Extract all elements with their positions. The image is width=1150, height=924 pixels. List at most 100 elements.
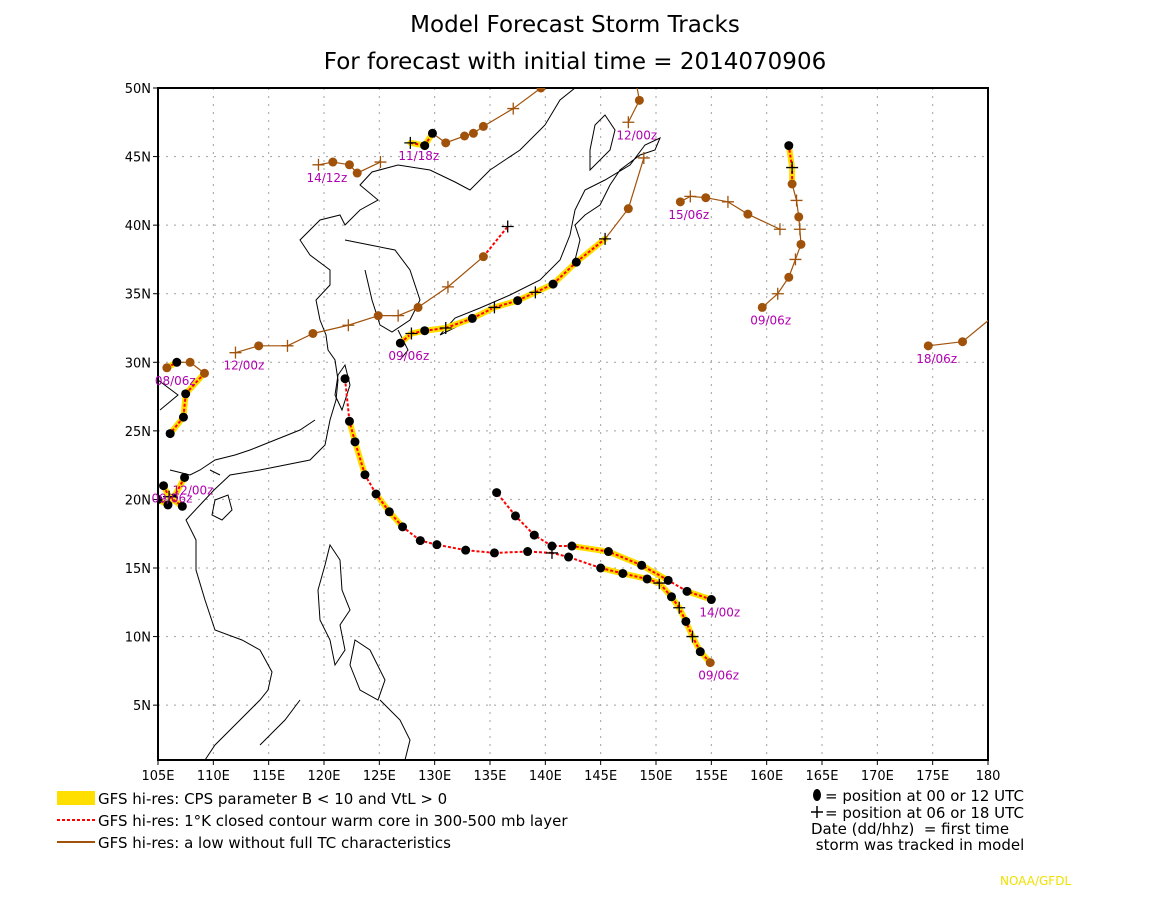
tick-label-lon: 120E bbox=[307, 769, 340, 784]
track-start-label: 08/06z bbox=[155, 374, 196, 388]
track-segment-warm bbox=[667, 579, 688, 593]
track-point-dot bbox=[398, 522, 408, 532]
track-point-dot bbox=[415, 536, 425, 546]
credit-text: NOAA/GFDL bbox=[1000, 874, 1071, 888]
storm-track bbox=[757, 141, 806, 312]
tick-label-lat: 5N bbox=[133, 699, 151, 714]
track-point-plus bbox=[405, 327, 418, 340]
track-segment-warm bbox=[354, 441, 366, 476]
tick-label-lon: 105E bbox=[141, 769, 174, 784]
track-segment-warm bbox=[658, 582, 673, 598]
plus-marker-icon bbox=[811, 806, 823, 818]
track-start-label: 09/06z bbox=[750, 313, 791, 327]
track-point-dot bbox=[666, 592, 676, 602]
track-point-dot bbox=[743, 209, 753, 219]
track-point-plus bbox=[637, 151, 650, 164]
track-point-dot bbox=[510, 511, 520, 521]
track-point-dot bbox=[328, 157, 338, 167]
track-point-plus bbox=[721, 195, 734, 208]
track-point-plus bbox=[790, 194, 803, 207]
track-point-dot bbox=[199, 368, 209, 378]
track-point-dot bbox=[567, 541, 577, 551]
track-segment-low bbox=[512, 88, 542, 110]
track-segment-warm bbox=[552, 261, 578, 285]
tick-label-lat: 10N bbox=[125, 631, 151, 646]
track-point-dot bbox=[489, 548, 499, 558]
tick-label-lat: 40N bbox=[125, 219, 151, 234]
track-point-dot bbox=[523, 547, 533, 557]
title-line-2: For forecast with initial time = 2014070… bbox=[324, 49, 826, 75]
track-point-dot bbox=[468, 128, 478, 138]
track-point-dot bbox=[340, 374, 350, 384]
track-point-plus bbox=[374, 156, 387, 169]
track-point-plus bbox=[342, 319, 355, 332]
track-point-plus bbox=[789, 253, 802, 266]
track-segment-warm bbox=[684, 621, 694, 637]
tick-label-lon: 110E bbox=[197, 769, 230, 784]
storm-track bbox=[404, 88, 546, 151]
track-point-dot bbox=[623, 204, 633, 214]
track-segment-low bbox=[417, 286, 449, 308]
track-point-plus bbox=[281, 339, 294, 352]
track-segment-warm bbox=[471, 306, 495, 320]
track-point-plus bbox=[622, 116, 635, 129]
track-point-dot bbox=[420, 326, 430, 336]
track-point-plus bbox=[488, 301, 501, 314]
track-point-dot bbox=[794, 212, 804, 222]
track-segment-warm bbox=[375, 493, 391, 513]
track-segment-warm bbox=[600, 567, 624, 575]
track-point-dot bbox=[460, 131, 470, 141]
track-segment-warm bbox=[571, 545, 609, 553]
track-point-dot bbox=[998, 304, 1007, 313]
track-point-dot bbox=[178, 412, 188, 422]
track-segment-low bbox=[747, 213, 781, 230]
track-point-dot bbox=[682, 586, 692, 596]
track-start-labels: 09/06z14/00z09/06z12/00z12/00z11/18z14/1… bbox=[152, 128, 958, 682]
track-point-dot bbox=[958, 337, 968, 347]
track-point-plus bbox=[793, 223, 806, 236]
dot-marker-icon bbox=[813, 789, 821, 801]
track-start-label: 12/00z bbox=[223, 359, 264, 373]
tick-label-lat: 45N bbox=[125, 151, 151, 166]
track-point-dot bbox=[757, 302, 767, 312]
marker-key: = position at 00 or 12 UTC = position at… bbox=[811, 787, 1024, 854]
storm-track bbox=[229, 220, 514, 359]
track-segment-warm bbox=[172, 477, 186, 499]
tick-label-lat: 30N bbox=[125, 356, 151, 371]
track-start-label: 11/18z bbox=[398, 149, 439, 163]
track-point-dot bbox=[642, 574, 652, 584]
track-point-dot bbox=[547, 541, 557, 551]
track-segment-warm bbox=[575, 238, 606, 263]
track-segment-low bbox=[962, 319, 988, 343]
track-segment-low bbox=[447, 256, 484, 288]
track-point-dot bbox=[701, 193, 711, 203]
track-point-dot bbox=[177, 501, 187, 511]
track-point-dot bbox=[427, 128, 437, 138]
track-point-dot bbox=[695, 647, 705, 657]
key-date-text: Date (dd/hhz) = first time bbox=[811, 820, 1009, 838]
legend-item-low: GFS hi-res: a low without full TC charac… bbox=[57, 834, 451, 852]
track-point-dot bbox=[159, 481, 169, 491]
track-segment-warm bbox=[168, 495, 183, 508]
key-date-text-2: storm was tracked in model bbox=[811, 836, 1024, 854]
track-point-plus bbox=[441, 280, 454, 293]
track-point-dot bbox=[536, 88, 546, 93]
track-start-label: 18/06z bbox=[916, 352, 957, 366]
track-point-dot bbox=[571, 257, 581, 267]
axis-ticks: 105E 110E 115E 120E 125E 130E 135E 140E 145E 150E… bbox=[125, 82, 1001, 784]
track-point-dot bbox=[172, 357, 182, 367]
tick-label-lon: 130E bbox=[418, 769, 451, 784]
track-point-plus bbox=[439, 322, 452, 334]
track-point-dot bbox=[158, 494, 163, 504]
track-point-dot bbox=[413, 302, 423, 312]
track-point-plus bbox=[686, 630, 699, 643]
track-segment-low bbox=[928, 341, 963, 347]
tick-label-lon: 140E bbox=[529, 769, 562, 784]
track-point-plus bbox=[599, 232, 612, 245]
tick-label-lon: 135E bbox=[473, 769, 506, 784]
coastlines bbox=[158, 88, 661, 760]
legend: GFS hi-res: CPS parameter B < 10 and VtL… bbox=[57, 787, 1024, 854]
track-point-dot bbox=[420, 141, 430, 151]
legend-text-low: GFS hi-res: a low without full TC charac… bbox=[98, 834, 451, 852]
